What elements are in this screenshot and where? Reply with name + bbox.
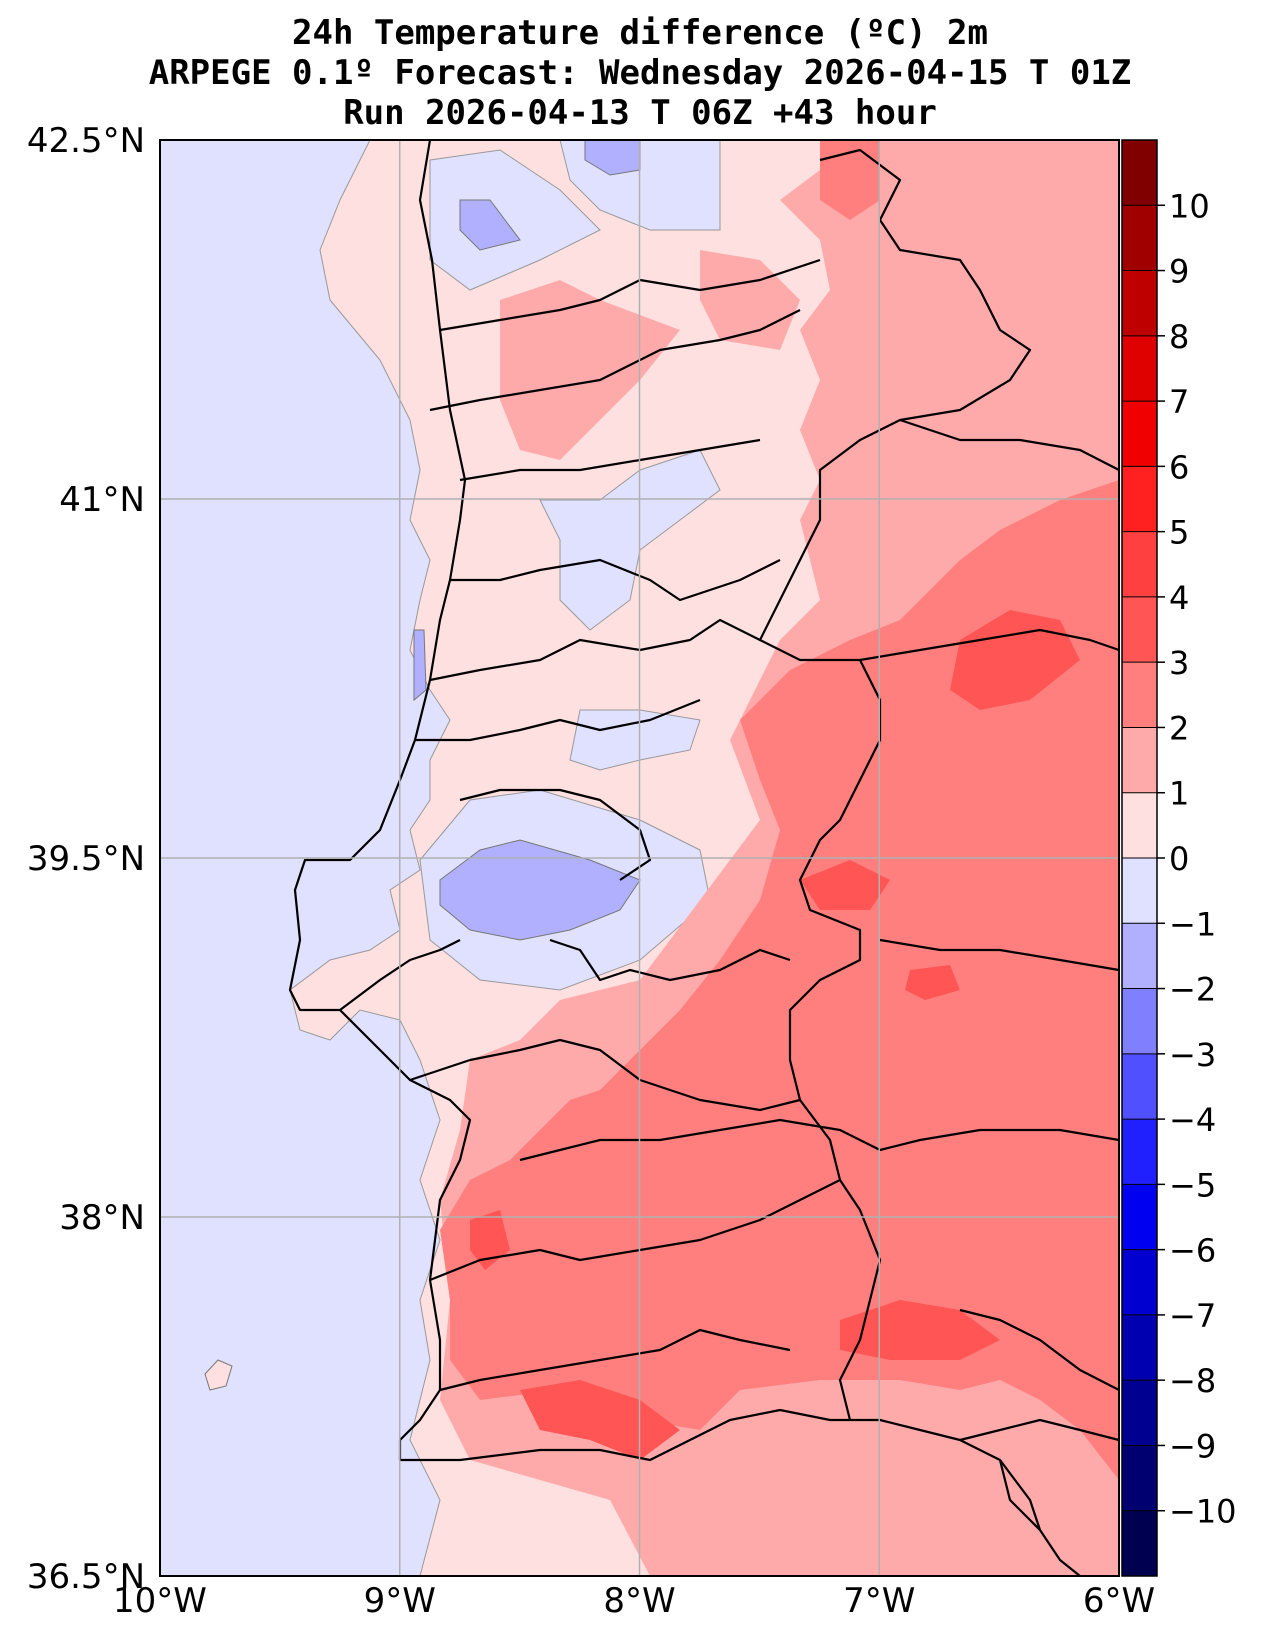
colorbar-swatch [1122,596,1157,663]
colorbar-tick-label: −5 [1169,1166,1216,1204]
longitude-tick-label: 7°W [843,1581,915,1621]
colorbar-swatch [1122,792,1157,858]
longitude-tick-label: 8°W [603,1581,675,1621]
regional-border-4 [450,558,781,602]
colorbar-tick-label: −1 [1169,905,1216,943]
colorbar-swatch [1122,727,1157,793]
colorbar-swatch [1122,1314,1157,1381]
colorbar-tick-label: 7 [1169,383,1189,421]
warming-3-4-core-small [905,965,960,1000]
colorbar-tick-label: 6 [1169,448,1189,486]
cooling-central-region [539,449,721,631]
latitude-tick-label: 36.5°N [27,1557,145,1597]
colorbar-swatch [1122,1380,1157,1446]
longitude-tick-label: 6°W [1083,1581,1155,1621]
colorbar-swatch [1122,1249,1157,1315]
colorbar-tick-label: 3 [1169,644,1189,682]
colorbar-swatch [1122,858,1157,924]
colorbar-tick-label: 10 [1169,187,1210,225]
regional-border-8 [549,938,791,982]
longitude-labels: 10°W 9°W 8°W 7°W 6°W [113,1581,1155,1621]
colorbar [1122,140,1157,1576]
colorbar-tick-label: 0 [1169,840,1189,878]
longitude-tick-label: 9°W [364,1581,436,1621]
map-title-line3: Run 2026-04-13 T 06Z +43 hour [343,93,937,133]
colorbar-tick-label: −3 [1169,1036,1216,1074]
cooling-north-region [429,149,601,291]
colorbar-tick-label: −2 [1169,971,1216,1009]
latitude-tick-label: 39.5°N [27,839,145,879]
map-frame [159,139,1120,1577]
colorbar-swatch [1122,923,1157,989]
colorbar-tick-label: −4 [1169,1101,1216,1139]
cooling-core-coast [413,629,427,702]
warming-2-3-region [440,480,1119,1480]
colorbar-tick-label: −7 [1169,1297,1216,1335]
regional-border-10 [519,1118,1119,1162]
colorbar-swatch [1122,205,1157,271]
regional-border-12 [439,1328,791,1392]
warming-2-3-far-north [820,140,880,220]
cooling-core-north-2 [584,140,641,176]
regional-border-3 [459,438,761,482]
map-title-line1: 24h Temperature difference (ºC) 2m [292,13,988,53]
latitude-tick-label: 42.5°N [27,121,145,161]
regional-border-9 [469,1038,801,1112]
colorbar-tick-label: −9 [1169,1427,1216,1465]
regional-border-14 [859,628,1119,662]
colorbar-tick-label: 5 [1169,514,1189,552]
colorbar-swatch [1122,401,1157,467]
warming-3-4-core-central [800,860,890,910]
colorbar-swatch [1122,1510,1157,1576]
colorbar-swatch [1122,531,1157,597]
latitude-tick-label: 38°N [59,1198,145,1238]
colorbar-swatch [1122,1053,1157,1120]
colorbar-tick-label: −6 [1169,1232,1216,1270]
regional-border-1 [439,258,821,332]
regional-border-16 [959,1308,1119,1391]
colorbar-swatch [1122,335,1157,402]
colorbar-swatch [1122,466,1157,532]
colorbar-tick-label: 8 [1169,318,1189,356]
colorbar-swatch [1122,140,1157,206]
latitude-tick-label: 41°N [59,480,145,520]
cooling-central-region-2 [569,709,701,771]
colorbar-swatch [1122,270,1157,336]
cooling-core-north [459,199,521,251]
colorbar-tick-label: −10 [1169,1493,1237,1531]
colorbar-tick-label: 1 [1169,775,1189,813]
colorbar-tick-label: −8 [1169,1362,1216,1400]
colorbar-swatch [1122,1184,1157,1250]
colorbar-swatch [1122,1119,1157,1185]
regional-border-6 [415,698,701,742]
cooling-core-1-2 [439,839,641,941]
regional-border-15 [879,938,1119,972]
regional-border-13 [899,418,1119,471]
map-title-line2: ARPEGE 0.1º Forecast: Wednesday 2026-04-… [149,53,1132,93]
island-outline [204,1359,233,1391]
borders-layer [288,140,1119,1576]
colorbar-swatch [1122,988,1157,1054]
regional-border-2 [429,309,801,412]
warming-1-2-north [500,280,680,460]
colorbar-tick-label: 2 [1169,709,1189,747]
warming-3-4-core-east [950,610,1080,710]
regional-border-18 [998,1459,1041,1531]
colorbar-tick-label: 4 [1169,579,1189,617]
regional-border-5 [429,618,761,682]
longitude-tick-label: 10°W [113,1581,207,1621]
regional-border-17 [959,1418,1119,1442]
estuary-sado [409,1058,471,1082]
colorbar-swatch [1122,1445,1157,1511]
estuary-tagus [339,939,461,1011]
warming-3-4-core-west [470,1210,510,1270]
colorbar-tick-label: 9 [1169,253,1189,291]
colorbar-swatch [1122,662,1157,728]
regional-border-7 [459,788,652,881]
latitude-labels: 42.5°N 41°N 39.5°N 38°N 36.5°N [27,121,145,1597]
coastline [288,140,1081,1576]
